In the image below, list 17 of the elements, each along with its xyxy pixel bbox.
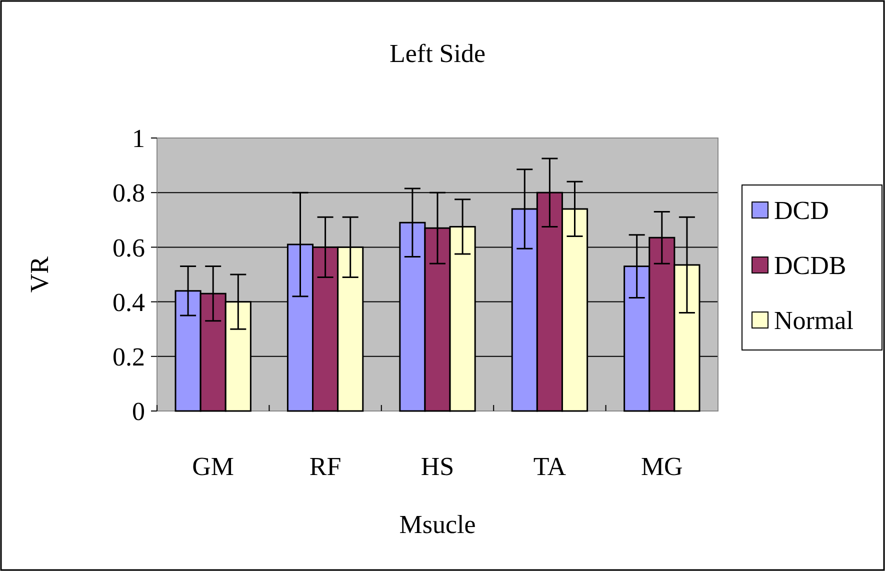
x-tick-label: HS: [420, 452, 454, 481]
y-tick-label: 0.4: [112, 288, 145, 317]
y-tick-label: 1: [132, 124, 145, 154]
legend-label: DCD: [774, 196, 829, 226]
y-axis-title: VR: [25, 256, 54, 293]
y-tick-label: 0.2: [112, 342, 145, 372]
x-tick-label: GM: [192, 452, 234, 481]
legend-label: Normal: [774, 306, 854, 336]
x-tick-label: RF: [309, 452, 342, 481]
x-tick-label: TA: [533, 452, 566, 481]
x-tick-label: MG: [640, 452, 683, 481]
x-axis-title: Msucle: [399, 510, 476, 539]
y-tick-label: 0: [132, 397, 145, 426]
y-tick-label: 0.6: [112, 233, 145, 262]
y-tick-label: 0.8: [112, 178, 145, 208]
legend-label: DCDB: [774, 251, 846, 280]
chart-title: Left Side: [389, 39, 486, 68]
